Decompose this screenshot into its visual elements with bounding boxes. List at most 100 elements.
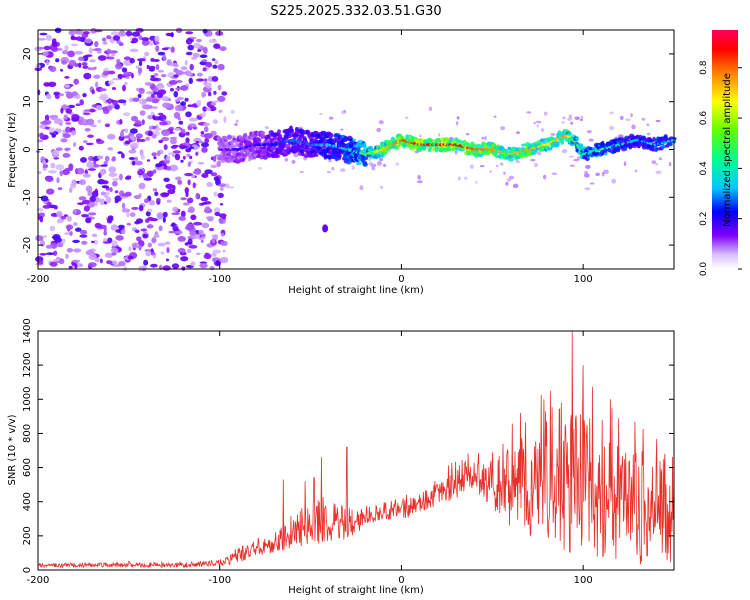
noise-blob [60,107,64,114]
noise-blob [148,200,156,206]
x-tick-label: 0 [398,575,404,586]
faint-blob [380,185,384,189]
noise-blob [162,54,166,61]
noise-blob [156,212,164,219]
colorbar-tick-label: 0.4 [699,161,709,176]
noise-blob [64,84,70,88]
faint-blob [562,116,566,120]
noise-blob [89,67,97,71]
noise-blob [81,199,91,205]
noise-blob [85,217,92,224]
ridge-blob [260,131,266,135]
noise-blob [56,219,61,224]
colorbar-tick-label: 0.2 [699,212,709,226]
noise-blob [62,50,69,55]
faint-blob [634,169,638,173]
noise-blob [42,51,49,57]
noise-blob [114,190,119,194]
spectrogram-ylabel: Frequency (Hz) [7,112,18,188]
noise-blob [138,169,144,175]
noise-blob [161,130,171,137]
noise-blob [69,187,73,193]
ridge-blob [293,144,298,149]
noise-blob [110,31,119,36]
ridge-blob [418,148,423,152]
noise-blob [196,78,205,82]
faint-blob [368,157,372,162]
faint-blob [454,150,458,155]
noise-blob [204,252,209,256]
noise-blob [84,109,91,112]
noise-blob [193,145,200,150]
noise-blob [104,123,111,128]
noise-blob [209,266,215,271]
noise-blob [161,96,170,102]
ridge-blob [607,147,612,153]
noise-blob [134,160,143,166]
faint-blob [419,134,422,138]
colorbar-label: Normalized spectral amplitude [722,73,733,227]
y-tick-label: 1400 [22,318,33,343]
faint-blob [481,136,485,140]
noise-blob [165,183,174,190]
noise-blob [111,53,116,57]
noise-blob [46,202,52,206]
noise-blob [138,204,144,212]
faint-blob [234,123,238,126]
noise-blob [154,35,160,43]
noise-blob [52,259,61,262]
noise-blob [213,176,220,182]
noise-blob [161,47,169,51]
noise-blob [210,102,217,106]
noise-blob [145,250,152,257]
noise-blob [145,136,151,141]
noise-blob [175,254,180,258]
noise-blob [131,160,136,166]
noise-blob [93,74,101,79]
noise-blob [134,156,138,161]
noise-blob [79,234,88,238]
noise-blob [175,176,182,181]
noise-blob [51,46,59,52]
noise-blob [111,87,117,90]
isolated-blob [322,224,329,233]
faint-blob [535,120,542,124]
snr-frame [37,330,675,571]
noise-blob [141,37,150,41]
noise-blob [147,242,152,248]
noise-blob [187,238,193,245]
noise-blob [62,153,71,158]
ridge-blob [315,153,319,157]
noise-blob [220,256,229,264]
noise-blob [131,115,138,122]
noise-blob [219,46,227,51]
faint-blob [583,173,590,178]
noise-blob [70,36,79,41]
noise-blob [139,149,144,156]
noise-blob [187,104,193,107]
faint-blob [339,168,346,173]
colorbar-tick-label: 0.0 [699,262,709,277]
noise-blob [204,206,211,212]
ridge-blob [557,130,561,135]
noise-blob [140,154,145,160]
noise-blob [104,155,110,162]
faint-blob [646,123,650,127]
noise-blob [129,57,135,64]
noise-blob [180,66,188,71]
noise-blob [49,225,56,232]
noise-blob [213,90,217,95]
noise-blob [215,260,220,265]
noise-blob [43,45,51,51]
noise-blob [107,215,114,220]
faint-blob [228,186,235,189]
noise-blob [211,234,217,238]
faint-blob [655,119,661,123]
noise-blob [64,76,70,79]
noise-blob [110,224,119,231]
noise-blob [214,60,219,65]
ridge-blob [299,131,306,135]
noise-blob [151,98,160,104]
faint-blob [505,181,509,186]
noise-blob [102,180,109,185]
